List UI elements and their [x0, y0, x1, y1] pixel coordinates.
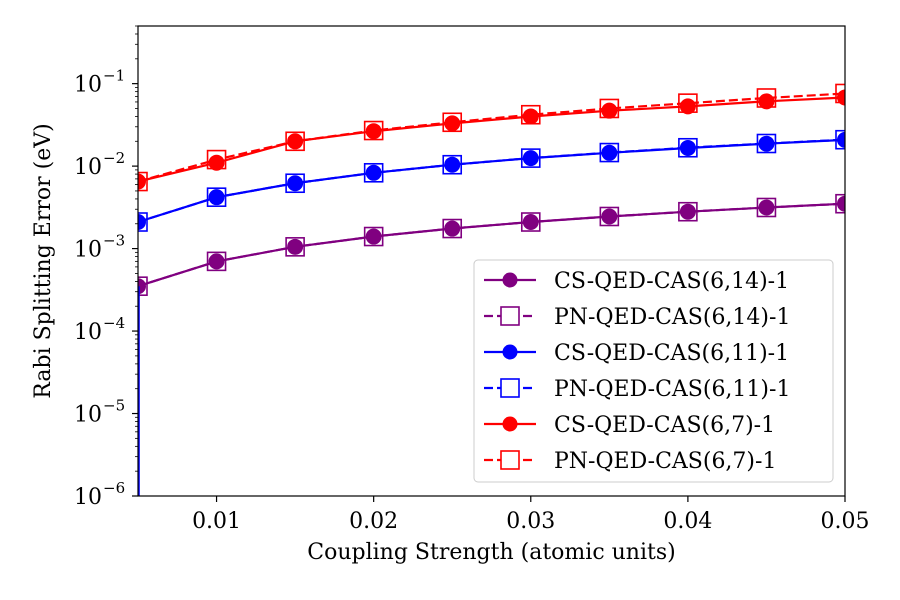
- data-point: [138, 212, 148, 232]
- y-tick-exponent: −1: [103, 67, 125, 85]
- data-point: [679, 98, 696, 115]
- legend-label: PN-QED-CAS(6,11)-1: [554, 377, 790, 402]
- data-point: [138, 278, 146, 295]
- data-point: [758, 135, 775, 152]
- data-point: [522, 150, 539, 167]
- data-point: [365, 164, 382, 181]
- data-point: [837, 195, 845, 212]
- y-tick-label: 10: [74, 320, 102, 345]
- data-point: [601, 144, 618, 161]
- data-point: [679, 139, 696, 156]
- data-point: [138, 173, 146, 190]
- x-tick-label: 0.02: [349, 509, 398, 534]
- legend-label: CS-QED-CAS(6,7)-1: [554, 413, 775, 438]
- series-line: [138, 202, 845, 288]
- data-point: [206, 187, 227, 207]
- data-point: [522, 214, 539, 231]
- y-tick-label: 10: [74, 485, 102, 510]
- legend-marker: [500, 306, 520, 326]
- data-point: [365, 123, 382, 140]
- y-tick-exponent: −3: [103, 232, 125, 250]
- x-tick-label: 0.01: [192, 509, 241, 534]
- legend-marker: [500, 378, 520, 398]
- y-axis-label: Rabi Splitting Error (eV): [31, 123, 56, 398]
- data-point: [206, 251, 227, 272]
- axis-layer: 0.01 0.02 0.03 0.04 0.0510−610−510−410−310−2…: [74, 25, 870, 534]
- data-point: [208, 253, 225, 270]
- data-point: [601, 102, 618, 119]
- legend: CS-QED-CAS(6,14)-1 PN-QED-CAS(6,14)-1 CS-Q…: [473, 259, 834, 483]
- data-point: [138, 214, 146, 231]
- y-tick-label: 10: [74, 403, 102, 428]
- data-point: [285, 173, 305, 194]
- data-point: [444, 156, 461, 173]
- series-line: [138, 92, 845, 183]
- y-tick-label: 10: [74, 155, 102, 180]
- x-axis-label: Coupling Strength (atomic units): [307, 540, 675, 565]
- series-layer: [138, 83, 845, 496]
- x-tick-label: 0.03: [506, 509, 555, 534]
- data-point: [835, 83, 845, 104]
- legend-marker: [502, 416, 518, 432]
- y-tick-exponent: −4: [103, 314, 125, 332]
- y-tick-label: 10: [74, 73, 102, 98]
- data-point: [208, 189, 225, 206]
- y-tick-exponent: −5: [103, 397, 125, 415]
- data-point: [601, 208, 618, 225]
- y-tick-exponent: −6: [103, 479, 125, 497]
- data-point: [837, 89, 845, 106]
- data-point: [208, 154, 225, 171]
- x-tick-label: 0.05: [821, 509, 870, 534]
- data-point: [287, 238, 304, 255]
- series-line: [138, 138, 845, 224]
- data-point: [138, 171, 148, 192]
- data-point: [758, 93, 775, 110]
- data-point: [522, 108, 539, 125]
- y-tick-exponent: −2: [103, 149, 125, 167]
- data-point: [285, 237, 305, 257]
- legend-marker: [502, 344, 518, 360]
- data-point: [837, 131, 845, 148]
- data-point: [679, 203, 696, 220]
- legend-marker: [500, 450, 520, 470]
- legend-label: PN-QED-CAS(6,7)-1: [554, 449, 776, 474]
- legend-marker: [502, 272, 518, 288]
- data-point: [444, 115, 461, 132]
- data-point: [444, 220, 461, 237]
- legend-frame: [473, 259, 834, 483]
- data-point: [365, 228, 382, 245]
- data-point: [287, 133, 304, 150]
- y-tick-label: 10: [74, 238, 102, 263]
- legend-label: PN-QED-CAS(6,14)-1: [554, 305, 790, 330]
- legend-label: CS-QED-CAS(6,14)-1: [554, 269, 789, 294]
- data-point: [287, 175, 304, 192]
- legend-label: CS-QED-CAS(6,11)-1: [554, 341, 789, 366]
- data-point: [758, 199, 775, 216]
- data-point: [138, 276, 148, 296]
- data-point: [285, 131, 305, 152]
- series-line: [138, 96, 845, 183]
- x-tick-label: 0.04: [663, 509, 712, 534]
